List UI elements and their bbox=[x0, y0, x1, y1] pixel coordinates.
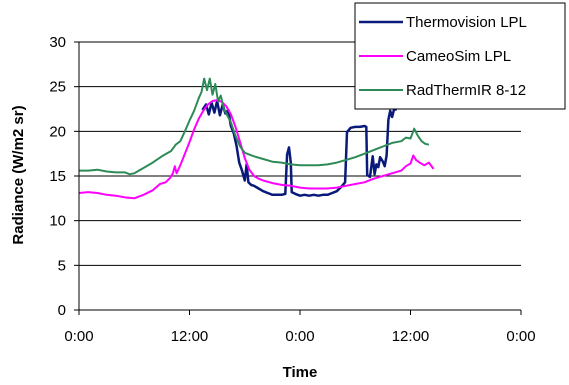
x-tick-label-0: 0:00 bbox=[64, 328, 93, 345]
y-tick-label-10: 10 bbox=[49, 213, 66, 230]
x-tick-label-1: 12:00 bbox=[171, 328, 209, 345]
series-lines bbox=[78, 77, 435, 200]
legend: Thermovision LPL CameoSim LPL RadThermIR 8… bbox=[354, 2, 566, 110]
y-tick-label-15: 15 bbox=[49, 168, 66, 185]
y-axis-title: Radiance (W/m2 sr) bbox=[10, 105, 27, 244]
x-tick-label-2: 0:00 bbox=[285, 328, 314, 345]
axes bbox=[74, 41, 522, 315]
y-tick-labels: 0 5 10 15 20 25 30 bbox=[49, 34, 66, 319]
y-tick-label-0: 0 bbox=[58, 302, 66, 319]
x-tick-label-4: 0:00 bbox=[506, 328, 535, 345]
grid-lines bbox=[79, 41, 521, 311]
x-tick-label-3: 12:00 bbox=[392, 328, 430, 345]
y-tick-label-20: 20 bbox=[49, 123, 66, 140]
y-tick-label-5: 5 bbox=[58, 257, 66, 274]
legend-label-3: RadThermIR 8-12 bbox=[406, 82, 526, 99]
legend-label-2: CameoSim LPL bbox=[406, 48, 511, 65]
legend-label-1: Thermovision LPL bbox=[406, 14, 527, 31]
y-tick-label-30: 30 bbox=[49, 34, 66, 51]
x-axis-title: Time bbox=[283, 364, 318, 381]
x-tick-labels: 0:00 12:00 0:00 12:00 0:00 bbox=[64, 328, 535, 345]
series-line-3 bbox=[79, 77, 430, 176]
series-line-2 bbox=[78, 99, 435, 200]
y-tick-label-25: 25 bbox=[49, 79, 66, 96]
